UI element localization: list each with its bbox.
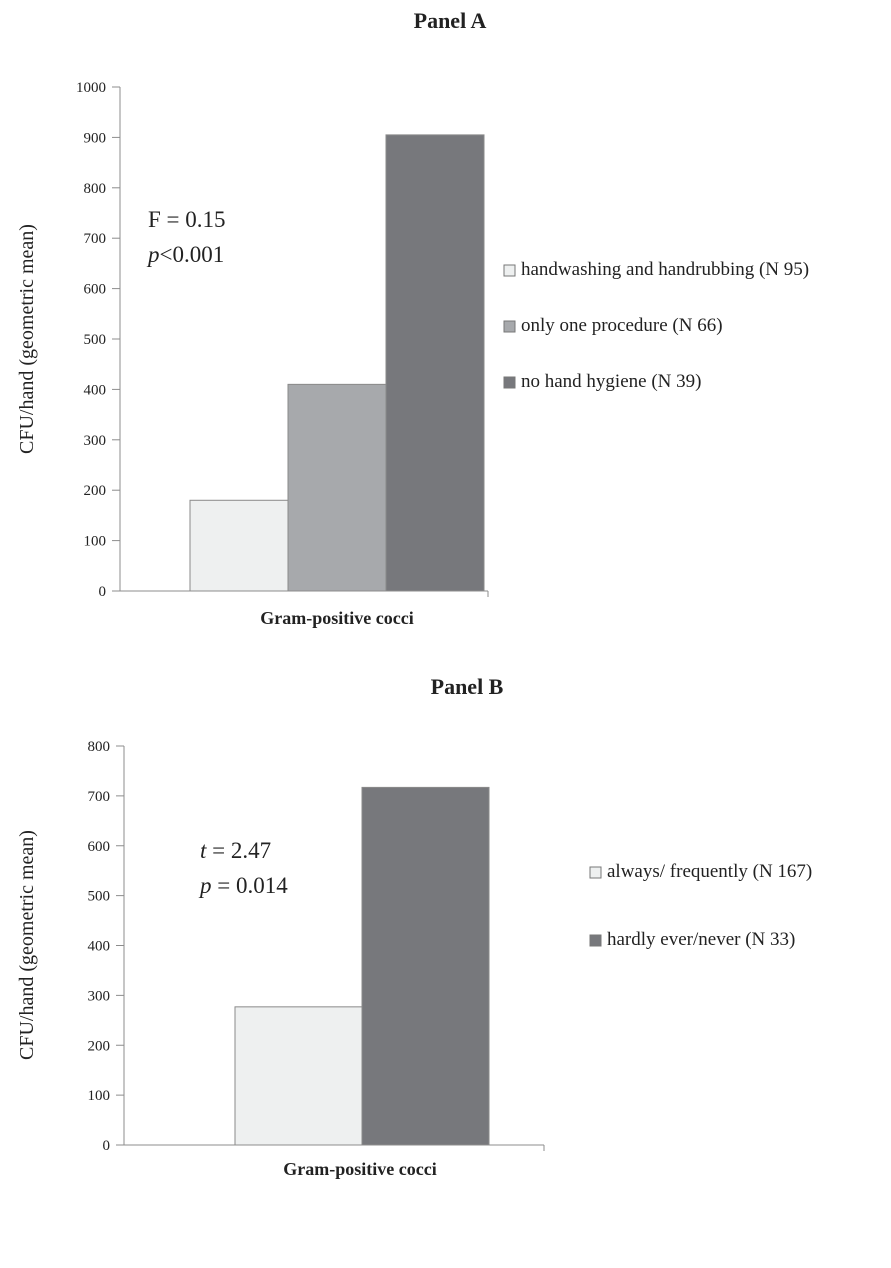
legend-swatch-3 (503, 376, 516, 389)
legend-label-2: hardly ever/never (N 33) (607, 929, 795, 950)
legend-swatch-1 (589, 866, 602, 879)
stat-symbol: p (198, 873, 212, 898)
stat-value: F = 0.15 (148, 207, 226, 232)
y-tick-label: 100 (84, 534, 107, 550)
y-tick-label: 700 (84, 231, 107, 247)
legend-swatch-2 (503, 320, 516, 333)
stat-annotation-1: t = 2.47 (200, 838, 271, 863)
y-tick-label: 600 (84, 282, 107, 298)
y-tick-label: 200 (88, 1038, 111, 1054)
x-category-label: Gram-positive cocci (260, 608, 413, 628)
stat-symbol: p (146, 242, 160, 267)
legend-label-1: handwashing and handrubbing (N 95) (521, 259, 809, 280)
legend-swatch-1 (503, 264, 516, 277)
y-tick-label: 1000 (76, 80, 106, 96)
stat-annotation-2: p<0.001 (146, 242, 224, 267)
y-tick-label: 700 (88, 789, 111, 805)
y-tick-label: 600 (88, 839, 111, 855)
chart-title: Panel B (431, 674, 504, 699)
y-tick-label: 500 (84, 332, 107, 348)
chart-panel-b: Panel B 0 100 200 300 400 500 600 700 800 CFU/hand… (16, 674, 812, 1179)
stat-symbol: t (200, 838, 207, 863)
y-tick-label: 300 (84, 433, 107, 449)
y-axis-label: CFU/hand (geometric mean) (16, 224, 38, 454)
chart-title: Panel A (414, 8, 487, 33)
stat-annotation-1: F = 0.15 (148, 207, 226, 232)
bar-3 (385, 134, 485, 592)
stat-annotation-2: p = 0.014 (198, 873, 288, 898)
legend-label-1: always/ frequently (N 167) (607, 861, 812, 882)
bar-2 (287, 383, 387, 592)
legend-swatch-2 (589, 934, 602, 947)
bar-2 (361, 786, 490, 1146)
y-tick-label: 400 (84, 382, 107, 398)
y-tick-label: 800 (88, 739, 111, 755)
bar-1 (189, 499, 289, 592)
y-tick-label: 800 (84, 181, 107, 197)
legend-label-3: no hand hygiene (N 39) (521, 371, 701, 392)
y-tick-label: 400 (88, 939, 111, 955)
y-tick-label: 300 (88, 988, 111, 1004)
y-tick-label: 200 (84, 483, 107, 499)
y-tick-label: 900 (84, 130, 107, 146)
x-category-label: Gram-positive cocci (283, 1159, 436, 1179)
stat-value: = 2.47 (206, 838, 271, 863)
legend-label-2: only one procedure (N 66) (521, 315, 723, 336)
y-tick-label: 100 (88, 1088, 111, 1104)
chart-panel-a: Panel A 0 100 200 300 400 500 600 700 800 900 1000 C… (16, 8, 809, 628)
y-axis-label: CFU/hand (geometric mean) (16, 830, 38, 1060)
stat-value: <0.001 (160, 242, 225, 267)
y-tick-label: 0 (103, 1138, 111, 1154)
stat-value: = 0.014 (212, 873, 289, 898)
y-tick-label: 0 (99, 584, 107, 600)
bar-1 (234, 1006, 363, 1146)
y-tick-label: 500 (88, 889, 111, 905)
